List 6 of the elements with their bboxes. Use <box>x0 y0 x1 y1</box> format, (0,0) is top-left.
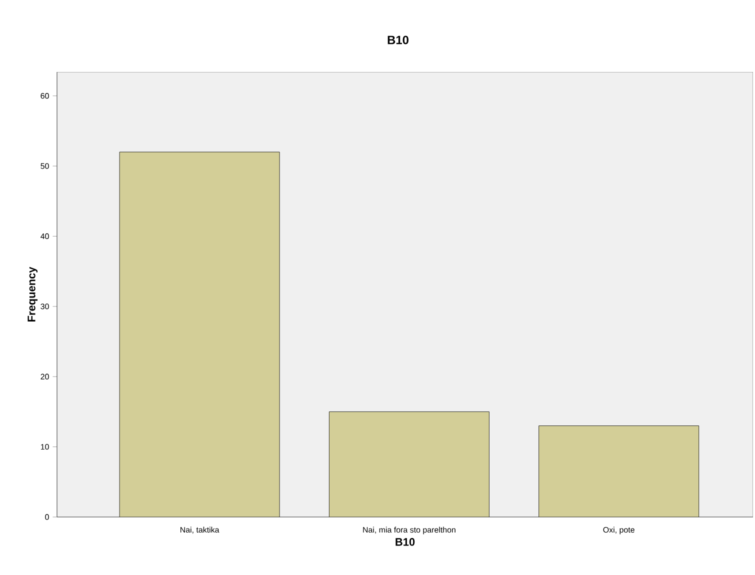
bar <box>538 426 700 517</box>
x-axis-title: B10 <box>396 538 415 546</box>
bar <box>120 152 280 517</box>
y-axis-title: Frequency <box>28 266 38 322</box>
bar <box>329 412 490 517</box>
chart-title: B10 <box>388 36 408 44</box>
